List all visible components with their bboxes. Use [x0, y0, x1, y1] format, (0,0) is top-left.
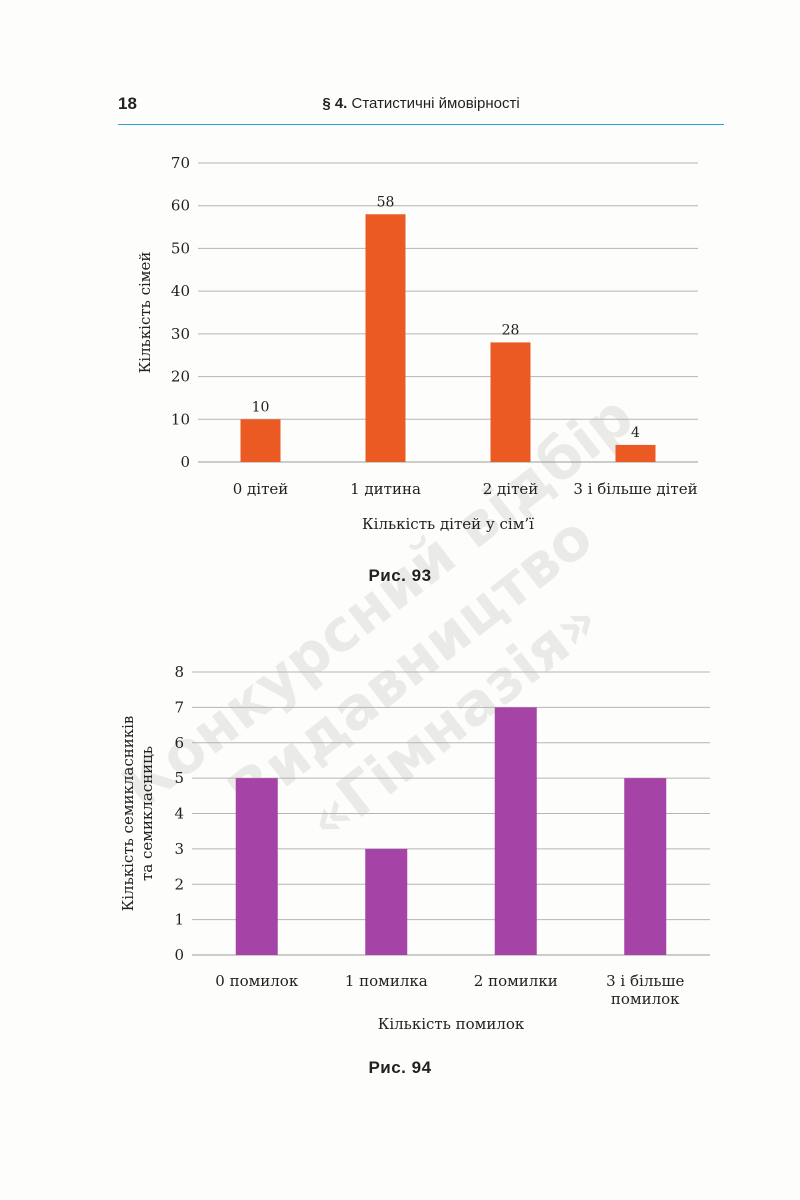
- x-tick-label: 0 помилок: [215, 972, 299, 990]
- x-tick-label: 3 і більше дітей: [573, 480, 697, 498]
- y-tick-label: 70: [171, 154, 190, 172]
- x-tick-label: 3 і більше: [606, 972, 684, 990]
- section-title: Статистичні ймовірності: [351, 95, 520, 112]
- y-tick-label: 7: [174, 698, 184, 716]
- y-axis-title: Кількість семикласників: [119, 716, 137, 912]
- y-tick-label: 3: [174, 840, 184, 858]
- chart-mistakes-count: 0 1 2 3 4 5 6 7 8 0 помилок 1 помилка 2 помилки 3 і …: [119, 663, 710, 1033]
- y-tick-label: 50: [171, 239, 190, 257]
- bar: [365, 214, 406, 462]
- x-tick-label: 1 помилка: [345, 972, 428, 990]
- x-tick-label: 2 помилки: [474, 972, 558, 990]
- x-axis-title: Кількість помилок: [378, 1015, 525, 1033]
- y-tick-label: 20: [171, 368, 190, 386]
- page-number: 18: [118, 94, 137, 113]
- data-label: 4: [631, 425, 640, 441]
- y-tick-label: 8: [174, 663, 184, 681]
- x-axis-title: Кількість дітей у сім’ї: [362, 515, 534, 533]
- y-tick-label: 10: [171, 410, 190, 428]
- chart-children-per-family: 0 10 20 30 40 50 60 70 10 0 дітей 58 1 дитина 28 2 ді…: [136, 154, 698, 533]
- y-tick-label: 6: [174, 734, 184, 752]
- x-tick-label: 1 дитина: [350, 480, 421, 498]
- x-tick-label: помилок: [611, 990, 680, 1008]
- bar: [615, 444, 656, 462]
- y-tick-label: 0: [174, 946, 184, 964]
- y-axis-title: та семикласниць: [138, 746, 156, 881]
- y-tick-label: 40: [171, 282, 190, 300]
- figure-caption: Рис. 93: [368, 566, 432, 585]
- y-tick-label: 5: [174, 769, 184, 787]
- y-tick-label: 60: [171, 197, 190, 215]
- bar: [490, 342, 531, 462]
- running-title: § 4. Статистичні ймовірності: [118, 95, 724, 112]
- x-tick-label: 0 дітей: [233, 480, 289, 498]
- y-axis-title: Кількість сімей: [136, 252, 154, 374]
- figure-caption: Рис. 94: [368, 1058, 432, 1077]
- data-label: 58: [377, 194, 395, 210]
- data-label: 28: [502, 322, 520, 338]
- bar: [624, 778, 667, 955]
- y-tick-label: 4: [174, 805, 184, 823]
- y-tick-label: 2: [174, 875, 184, 893]
- bar: [240, 419, 281, 462]
- y-tick-label: 0: [180, 453, 190, 471]
- bar: [365, 848, 408, 955]
- section-mark: § 4.: [322, 95, 348, 112]
- x-tick-label: 2 дітей: [483, 480, 539, 498]
- y-tick-label: 30: [171, 325, 190, 343]
- y-tick-label: 1: [174, 911, 184, 929]
- bar: [235, 778, 278, 955]
- bar: [494, 707, 537, 955]
- data-label: 10: [252, 399, 270, 415]
- page-header: 18 § 4. Статистичні ймовірності: [118, 92, 724, 125]
